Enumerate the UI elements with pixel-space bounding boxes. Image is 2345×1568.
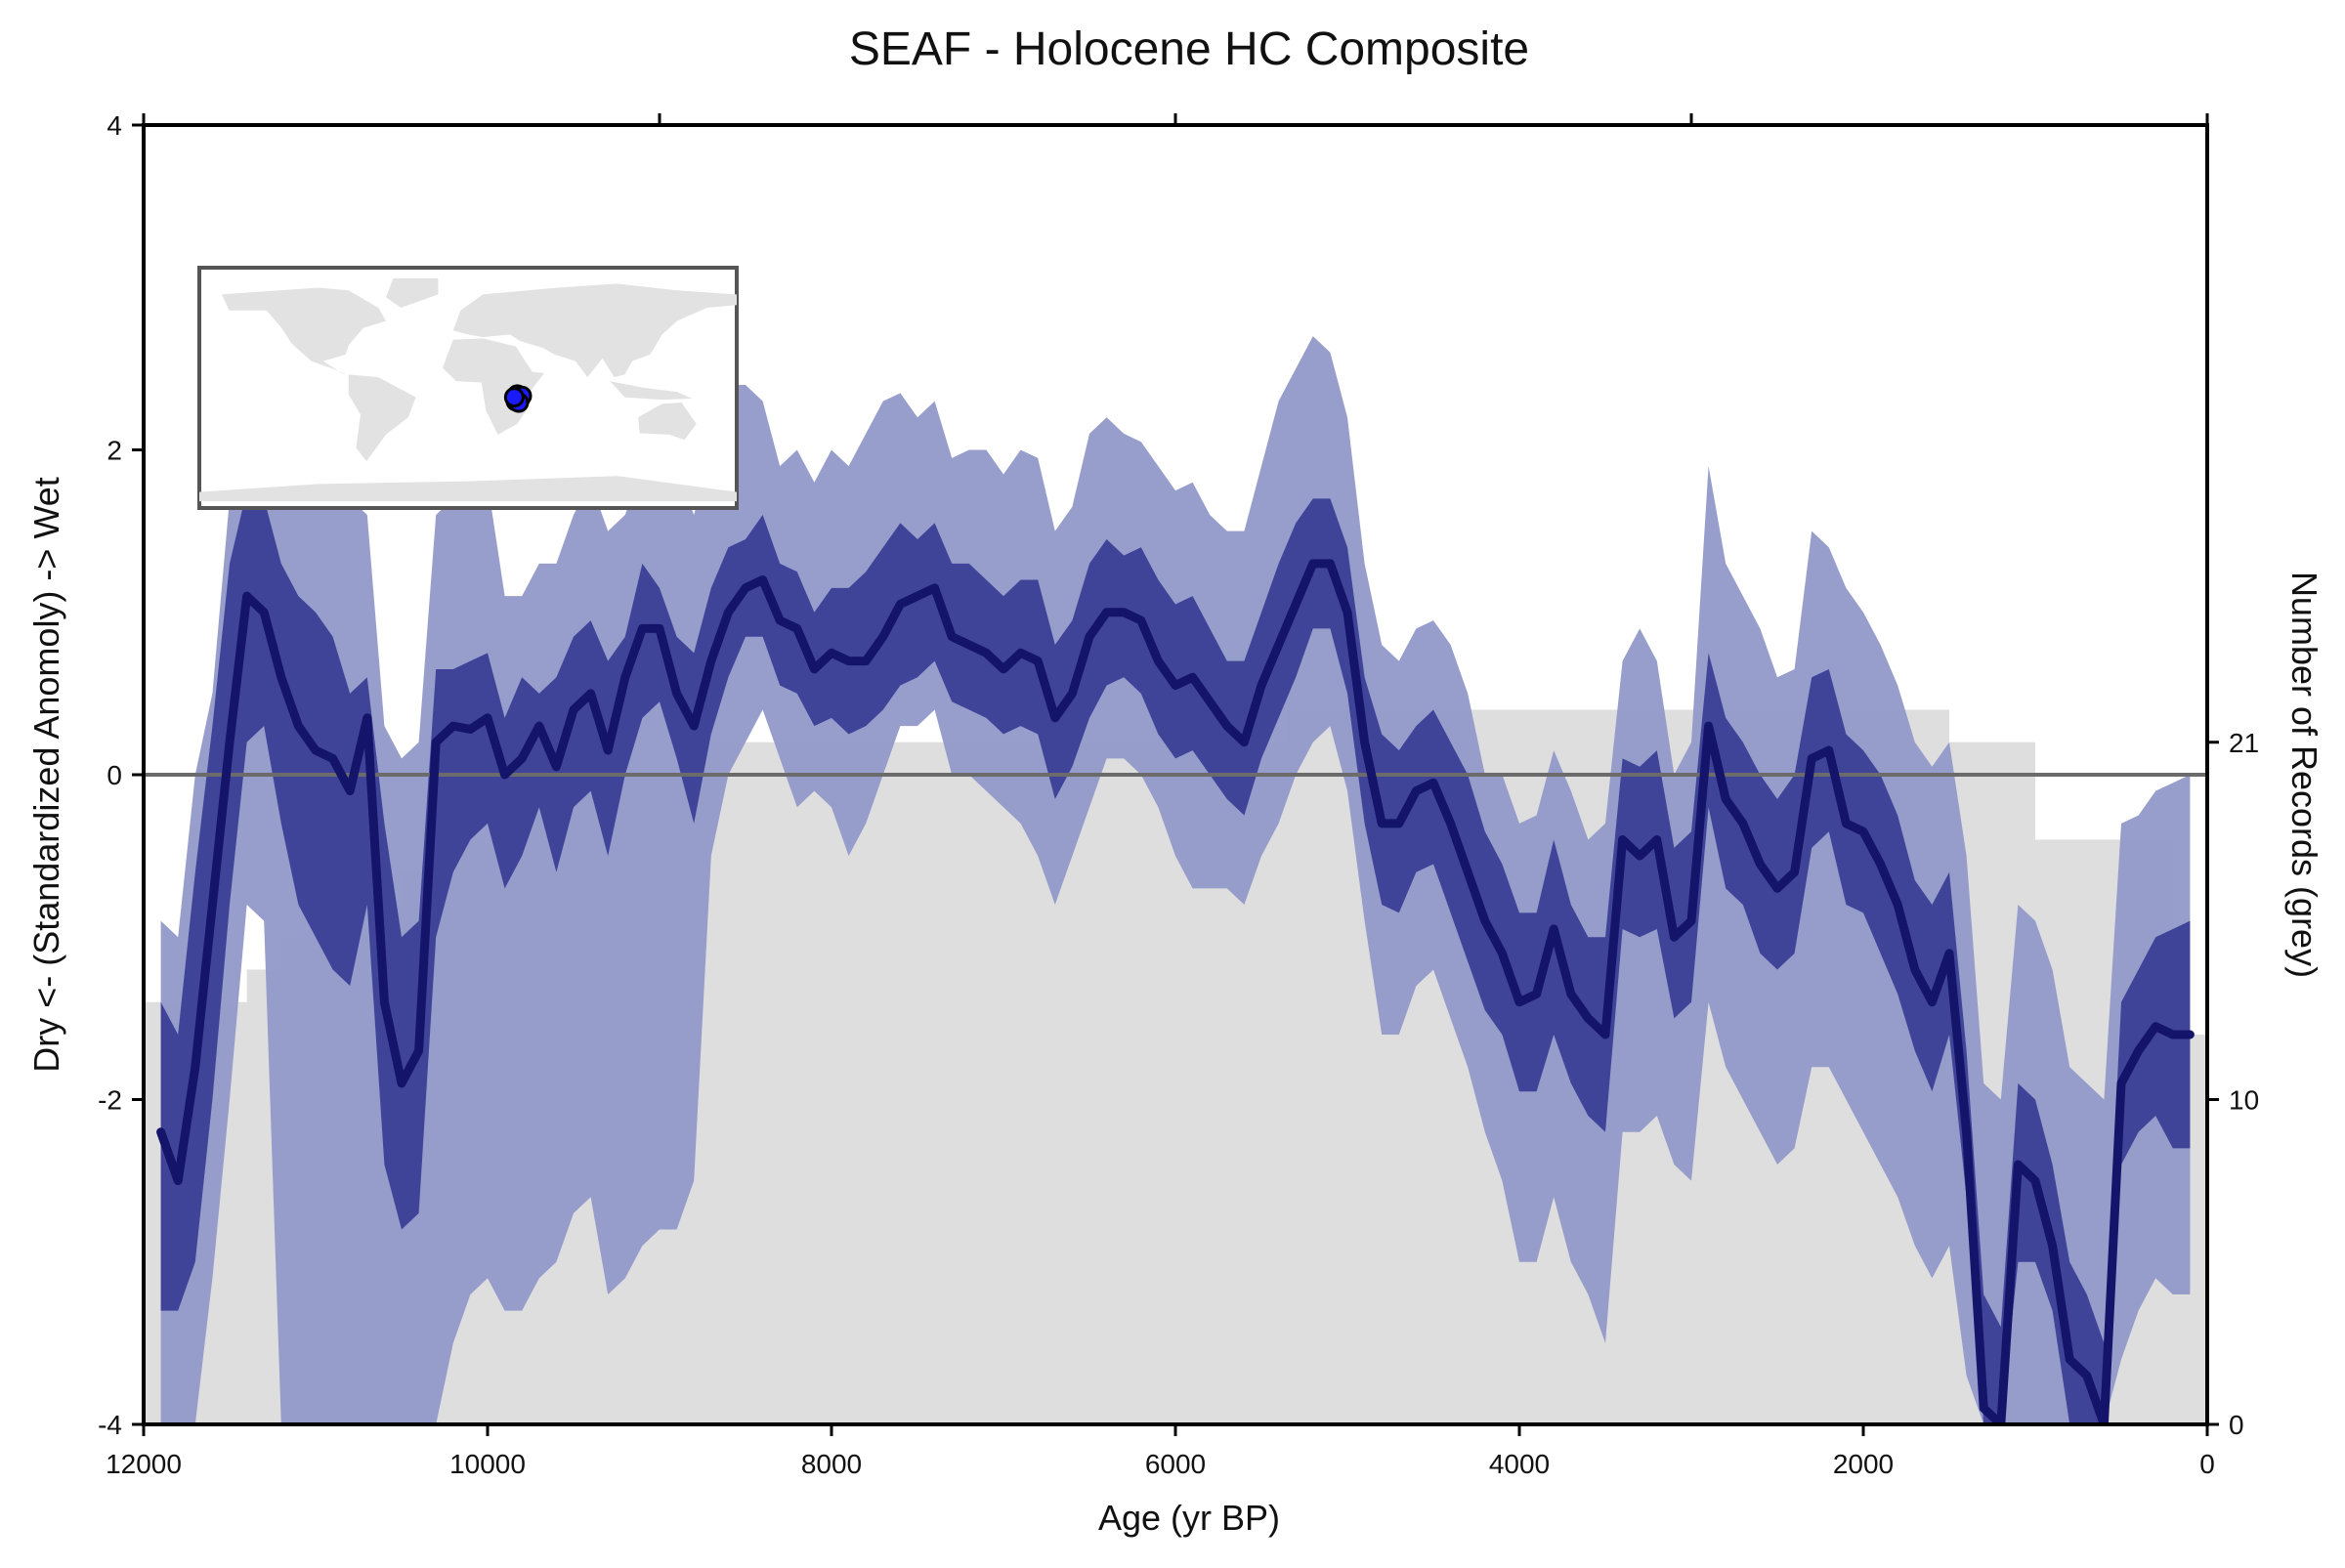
y2-tick-label: 10 <box>2229 1085 2259 1116</box>
x-tick-label: 4000 <box>1489 1449 1550 1479</box>
australia-shape <box>638 403 697 441</box>
x-tick-label: 2000 <box>1833 1449 1894 1479</box>
antarctica-shape <box>199 476 737 502</box>
y-axis-label: Dry <- (Standardized Anomoly) -> Wet <box>26 477 66 1073</box>
x-tick-label: 8000 <box>801 1449 862 1479</box>
median-line <box>156 559 2195 1424</box>
eurasia-shape <box>452 283 737 378</box>
y-tick-label: 2 <box>107 436 122 466</box>
plot-clip-group <box>144 336 2207 1424</box>
y2-axis-label: Number of Records (grey) <box>2284 572 2324 978</box>
y-tick-label: -4 <box>98 1410 122 1440</box>
y2-tick-label: 0 <box>2229 1410 2244 1440</box>
indonesia-shape <box>610 381 693 401</box>
chart-title: SEAF - Holocene HC Composite <box>849 23 1529 75</box>
x-tick-label: 6000 <box>1145 1449 1206 1479</box>
x-tick-label: 10000 <box>449 1449 526 1479</box>
inner-band <box>160 490 2191 1424</box>
y2-tick-label: 21 <box>2229 728 2259 758</box>
south-america-shape <box>348 374 416 462</box>
plot-area <box>144 336 2207 1424</box>
y-tick-label: -2 <box>98 1085 122 1116</box>
greenland-shape <box>385 277 439 308</box>
outer-band <box>160 336 2191 1424</box>
site-marker <box>503 387 525 408</box>
x-tick-label: 12000 <box>106 1449 182 1479</box>
x-axis-label: Age (yr BP) <box>1098 1498 1280 1538</box>
inset-map <box>197 266 739 510</box>
x-tick-label: 0 <box>2199 1449 2215 1479</box>
axes: 12000 10000 8000 6000 4000 2000 0 -4 -2 0 2 4 0 10 21 <box>98 110 2259 1479</box>
north-america-shape <box>221 287 386 378</box>
y-tick-label: 4 <box>107 110 122 141</box>
y-tick-label: 0 <box>107 760 122 790</box>
